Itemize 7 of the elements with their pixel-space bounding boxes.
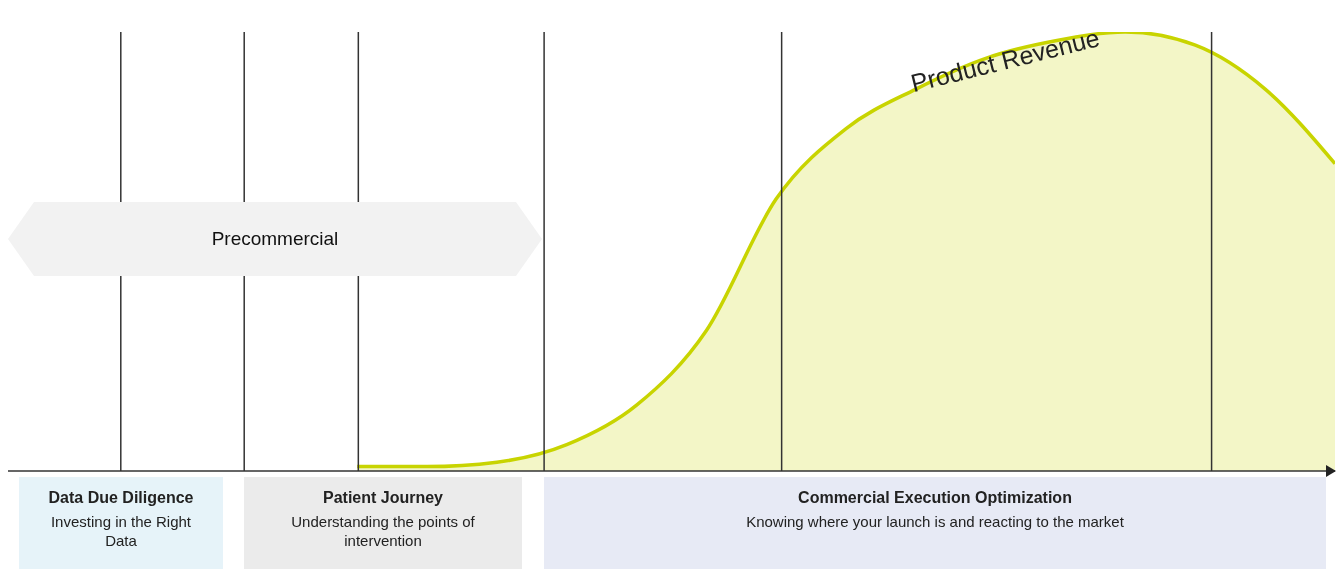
text: Data Due Diligence (47, 489, 195, 507)
text: Understanding the points of intervention (290, 512, 476, 550)
text: Commercial Execution Optimization (797, 489, 1073, 507)
annotation: Product Revenue (908, 23, 1103, 99)
text: Patient Journey (322, 489, 444, 507)
text: Knowing where your launch is and reacting to the market (745, 512, 1125, 531)
text: Investing in the Right Data (49, 512, 193, 550)
